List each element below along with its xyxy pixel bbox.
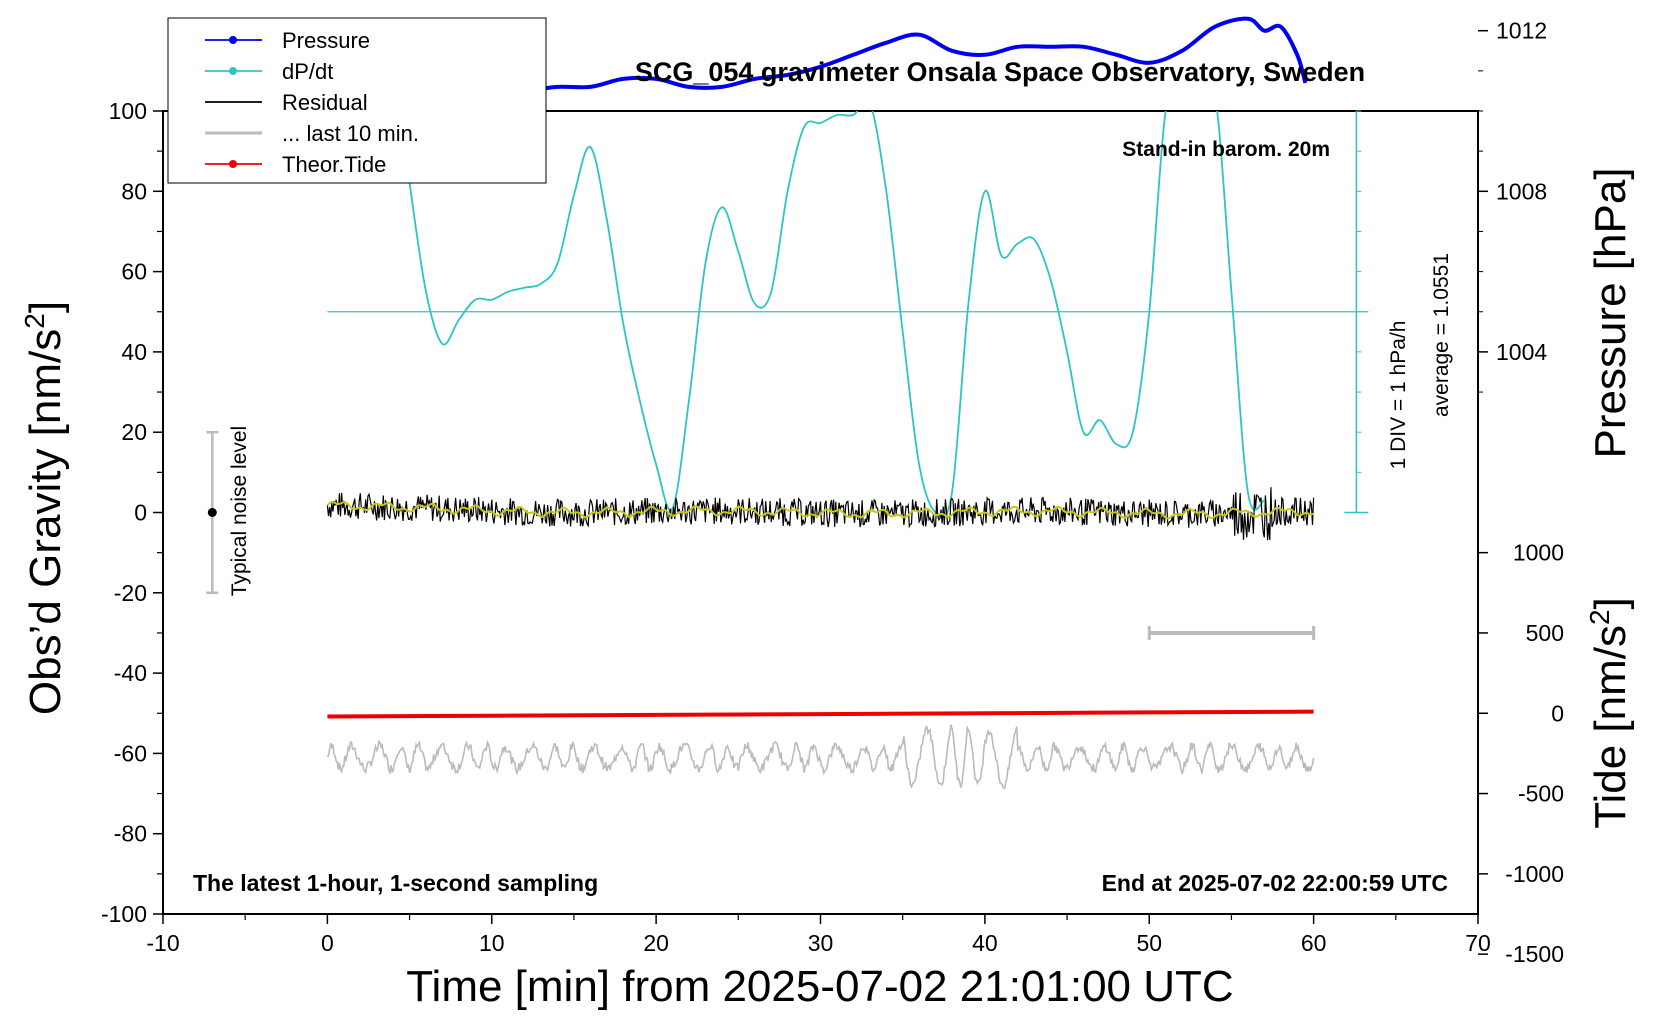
chart-title: SCG_054 gravimeter Onsala Space Observat… [635, 57, 1365, 87]
tide-label-sup: 2 [1584, 609, 1615, 625]
legend-label: Pressure [282, 28, 370, 53]
average-note: average = 1.0551 [1430, 253, 1453, 417]
legend-marker [229, 160, 237, 168]
legend-marker [229, 36, 237, 44]
y-tick-label: -60 [114, 740, 147, 766]
y-tick-label: -40 [114, 660, 147, 686]
x-axis-label: Time [min] from 2025-07-02 21:01:00 UTC [406, 962, 1233, 1011]
y-left-end: ] [21, 301, 70, 313]
y-left-sup: 2 [19, 313, 50, 329]
tide-tick-label: 1000 [1513, 540, 1564, 566]
x-tick-label: 60 [1301, 930, 1327, 956]
y-tick-label: 0 [134, 500, 147, 526]
div-scale-note: 1 DIV = 1 hPa/h [1387, 321, 1410, 470]
y-tick-label: 40 [121, 339, 147, 365]
axes-group: -10 0 10 20 30 40 50 60 70100806040200-20-40-60-… [101, 18, 1564, 967]
legend-label: Theor.Tide [282, 152, 386, 177]
x-tick-label: 30 [808, 930, 834, 956]
y-axis-label-pressure: Pressure [hPa] [1586, 167, 1635, 458]
pressure-tick-label: 1012 [1496, 18, 1547, 44]
tide-tick-label: 500 [1526, 620, 1564, 646]
barometer-note: Stand-in barom. 20m [1122, 138, 1330, 161]
last-10-min-line [326, 724, 1315, 789]
theoretical-tide-line [327, 709, 1314, 719]
y-tick-label: 80 [121, 178, 147, 204]
y-tick-label: 20 [121, 419, 147, 445]
x-tick-label: -10 [146, 930, 179, 956]
pressure-tick-label: 1004 [1496, 339, 1547, 365]
tide-tick-label: -1000 [1505, 861, 1564, 887]
tide-tick-label: -500 [1518, 781, 1564, 807]
tide-tick-label: -1500 [1505, 941, 1564, 967]
x-tick-label: 50 [1136, 930, 1162, 956]
tide-tick-label: 0 [1551, 700, 1564, 726]
y-tick-label: -100 [101, 901, 147, 927]
legend-label: Residual [282, 90, 368, 115]
y-axis-label-tide: Tide [nm/s2] [1584, 597, 1635, 829]
tide-label-main: Tide [nm/s [1586, 625, 1635, 829]
series-group [206, 16, 1316, 789]
pressure-tick-label: 1008 [1496, 178, 1547, 204]
y-tick-label: 100 [109, 98, 147, 124]
residual-smoothed-line [326, 500, 1315, 520]
dpdt-line [408, 111, 1266, 519]
x-tick-label: 10 [479, 930, 505, 956]
legend-label: ... last 10 min. [282, 121, 419, 146]
legend-label: dP/dt [282, 59, 333, 84]
latest-note: The latest 1-hour, 1-second sampling [193, 870, 598, 896]
legend-marker [229, 67, 237, 75]
legend-box [167, 17, 547, 184]
noise-level-label: Typical noise level [228, 426, 251, 596]
x-tick-label: 70 [1465, 930, 1491, 956]
tide-label-end: ] [1586, 597, 1635, 609]
residual-line [326, 487, 1315, 541]
noise-bar-center [207, 508, 217, 517]
y-tick-label: -80 [114, 821, 147, 847]
y-axis-label-left: Obs’d Gravity [nm/s2] [19, 301, 70, 715]
x-tick-label: 20 [643, 930, 669, 956]
x-tick-label: 0 [321, 930, 334, 956]
y-tick-label: -20 [114, 580, 147, 606]
end-time-note: End at 2025-07-02 22:00:59 UTC [1102, 870, 1448, 896]
y-tick-label: 60 [121, 259, 147, 285]
x-tick-label: 40 [972, 930, 998, 956]
legend: Pressure dP/dt Residual ... last 10 min. The… [167, 17, 547, 184]
y-left-main: Obs’d Gravity [nm/s [21, 329, 70, 715]
